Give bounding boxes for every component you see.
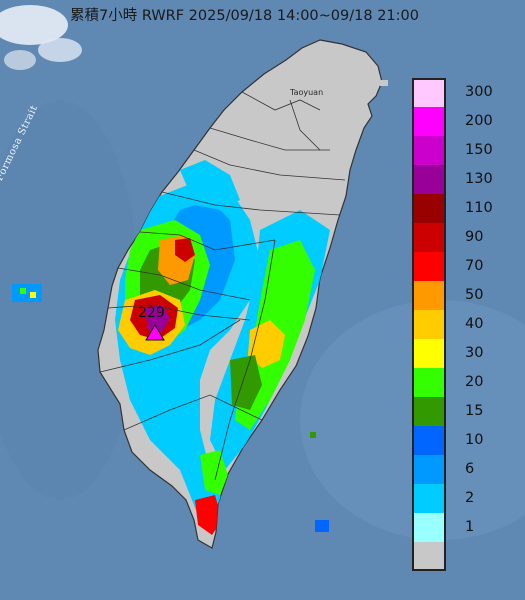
county-boundaries [99, 91, 346, 481]
legend-label: 200 [465, 113, 493, 129]
legend-label: 50 [465, 287, 484, 303]
legend-label: 15 [465, 403, 484, 419]
legend-swatch [412, 78, 446, 107]
legend-swatch [412, 252, 446, 281]
legend-swatch [412, 165, 446, 194]
legend-label: 40 [465, 316, 484, 332]
cloud [38, 38, 82, 62]
legend-label: 300 [465, 84, 493, 100]
outlying-islands [12, 80, 388, 532]
legend-swatch [412, 368, 446, 397]
rainfall-shading [115, 160, 330, 535]
legend-label: 20 [465, 374, 484, 390]
legend-swatch [412, 281, 446, 310]
legend-swatch [412, 194, 446, 223]
legend-label: 90 [465, 229, 484, 245]
legend-swatch [412, 310, 446, 339]
max-triangle-icon [145, 324, 165, 341]
map-title: 累積7小時 RWRF 2025/09/18 14:00~09/18 21:00 [70, 8, 419, 24]
legend-swatch [412, 107, 446, 136]
legend-label: 2 [465, 490, 475, 506]
legend-label: 150 [465, 142, 493, 158]
legend-swatch [412, 397, 446, 426]
legend-swatch [412, 223, 446, 252]
legend-swatch [412, 136, 446, 165]
legend-swatch [412, 455, 446, 484]
legend-label: 130 [465, 171, 493, 187]
cloud [4, 50, 36, 70]
legend-swatch [412, 426, 446, 455]
legend-swatch [412, 542, 446, 571]
legend-swatch [412, 513, 446, 542]
city-label-taoyuan: Taoyuan [290, 88, 324, 97]
legend-label: 110 [465, 200, 493, 216]
legend-swatch [412, 339, 446, 368]
sea-shade [0, 100, 140, 500]
legend-label: 6 [465, 461, 475, 477]
legend-label: 70 [465, 258, 484, 274]
cloud [0, 5, 68, 45]
legend-swatch [412, 484, 446, 513]
legend-label: 1 [465, 519, 475, 535]
legend-label: 30 [465, 345, 484, 361]
max-value-label: 229 [138, 305, 165, 321]
legend-label: 10 [465, 432, 484, 448]
